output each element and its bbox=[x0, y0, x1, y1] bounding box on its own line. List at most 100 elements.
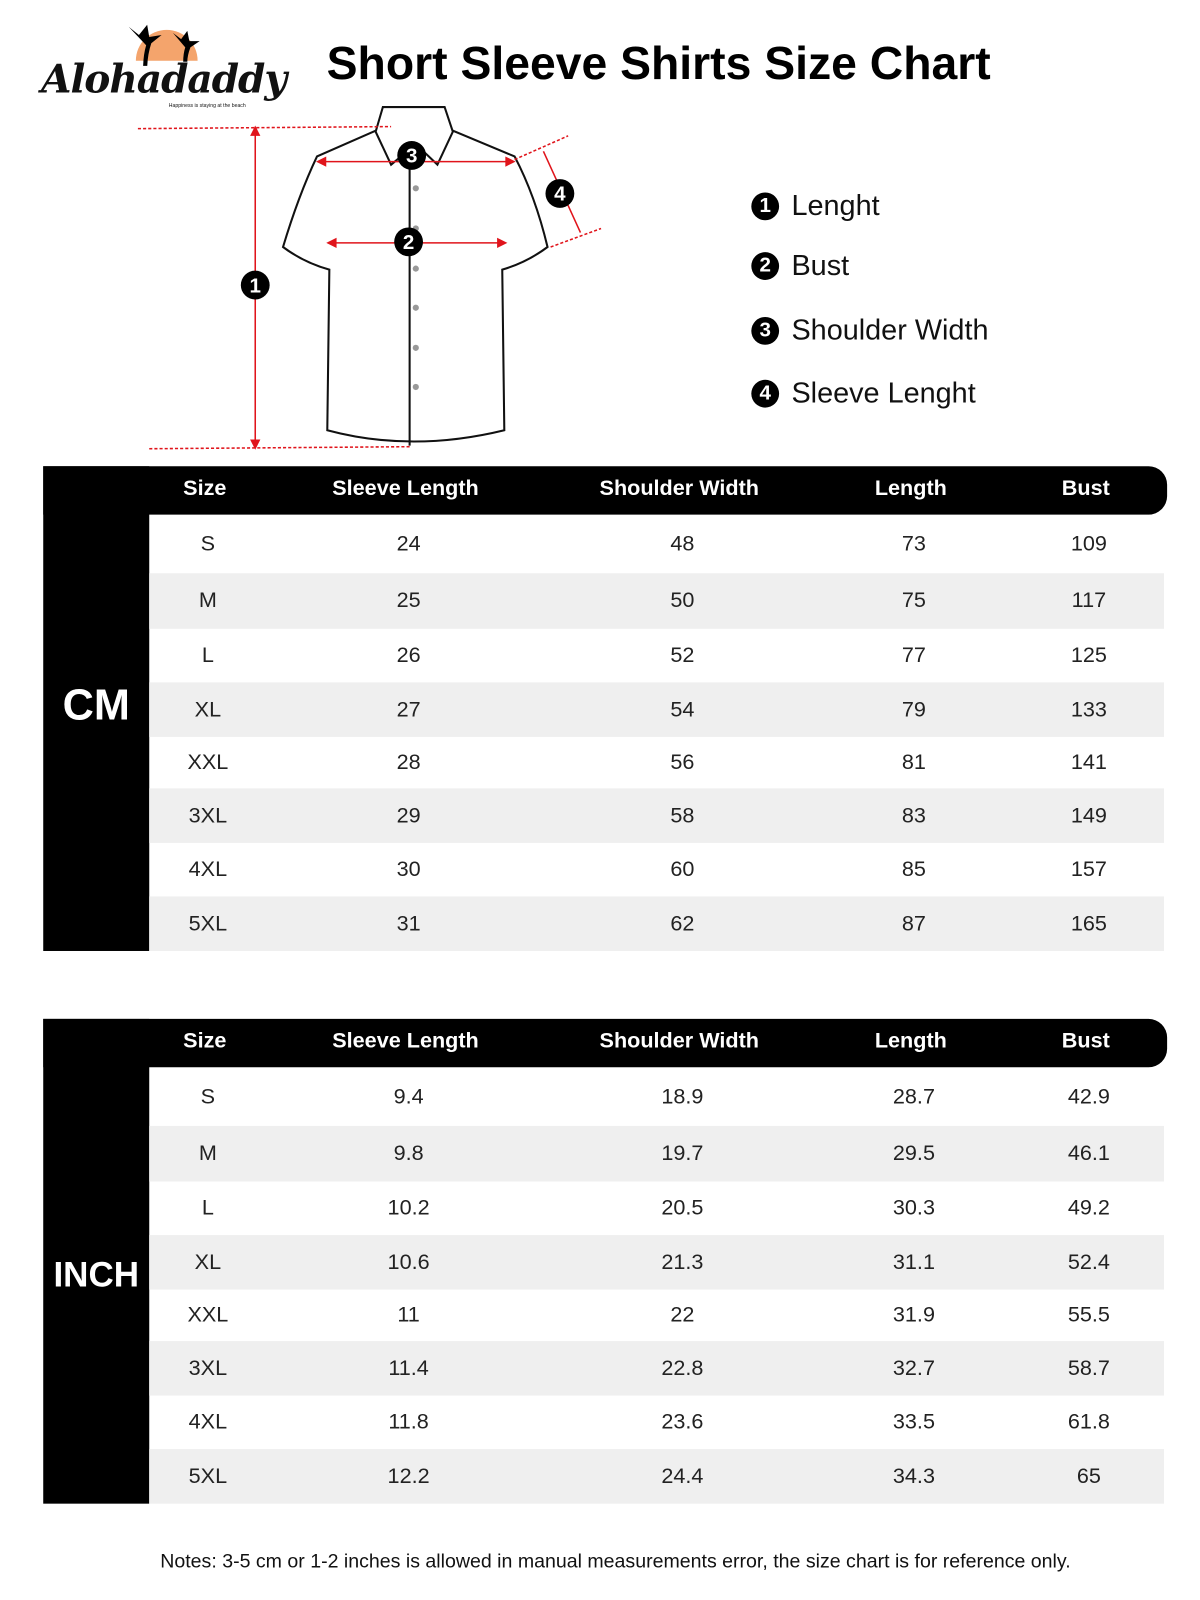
table-cell: 33.5 bbox=[892, 1410, 935, 1434]
table-cell: 157 bbox=[1070, 857, 1107, 881]
shirt-measurement-diagram: 1 2 3 4 bbox=[137, 106, 602, 450]
table-cell: 62 bbox=[670, 911, 695, 936]
legend-item-bust: 2 Bust bbox=[751, 249, 849, 282]
svg-text:2: 2 bbox=[403, 231, 414, 254]
table-row: 5XL 12.2 24.4 34.3 65 bbox=[149, 1449, 1165, 1504]
svg-text:1: 1 bbox=[250, 274, 261, 297]
table-cell: 85 bbox=[901, 857, 926, 881]
table-cell: 27 bbox=[396, 697, 421, 721]
table-cell: 11.8 bbox=[388, 1410, 429, 1434]
legend-item-length: 1 Lenght bbox=[751, 189, 880, 222]
table-cell: S bbox=[200, 531, 216, 556]
legend-label: Lenght bbox=[791, 189, 880, 222]
inch-size-table: INCH Size Sleeve Length Shoulder Width Leng… bbox=[43, 1018, 1168, 1504]
table-cell: 4XL bbox=[188, 857, 228, 881]
table-cell: 4XL bbox=[188, 1410, 228, 1434]
table-cell: 25 bbox=[396, 588, 421, 613]
table-cell: 60 bbox=[670, 857, 695, 881]
table-cell: 50 bbox=[670, 588, 695, 613]
table-cell: 58 bbox=[670, 803, 695, 827]
table-cell: 54 bbox=[670, 697, 695, 721]
table-cell: 133 bbox=[1070, 697, 1107, 721]
table-cell: 87 bbox=[901, 911, 926, 936]
table-cell: 42.9 bbox=[1067, 1084, 1110, 1108]
marker-2: 2 bbox=[394, 227, 424, 257]
table-cell: 52.4 bbox=[1067, 1249, 1110, 1274]
table-cell: L bbox=[201, 643, 214, 667]
table-cell: 125 bbox=[1070, 643, 1107, 667]
table-row: XL 10.6 21.3 31.1 52.4 bbox=[149, 1235, 1165, 1290]
table-cell: 75 bbox=[901, 588, 926, 613]
marker-1: 1 bbox=[240, 270, 270, 300]
table-row: XL 27 54 79 133 bbox=[149, 682, 1165, 737]
table-cell: 28.7 bbox=[892, 1084, 935, 1108]
table-cell: 31.1 bbox=[892, 1249, 935, 1274]
marker-4: 4 bbox=[545, 179, 575, 208]
table-cell: 49.2 bbox=[1067, 1195, 1110, 1220]
page-title: Short Sleeve Shirts Size Chart bbox=[326, 37, 991, 90]
table-row: 3XL 29 58 83 149 bbox=[149, 788, 1165, 843]
svg-text:3: 3 bbox=[406, 145, 417, 168]
table-cell: 23.6 bbox=[661, 1410, 704, 1434]
table-cell: 81 bbox=[901, 750, 926, 774]
number-2-icon: 2 bbox=[751, 251, 780, 280]
column-header: Sleeve Length bbox=[332, 1029, 479, 1053]
table-cell: M bbox=[198, 588, 217, 613]
table-cell: 3XL bbox=[188, 1355, 228, 1380]
cm-size-table: CM Size Sleeve Length Shoulder Width Length… bbox=[43, 466, 1168, 951]
legend-label: Shoulder Width bbox=[791, 313, 989, 346]
table-header: Size Sleeve Length Shoulder Width Length Bus… bbox=[43, 466, 1168, 515]
column-header: Length bbox=[874, 1029, 947, 1053]
table-cell: 10.2 bbox=[387, 1195, 430, 1220]
table-cell: 34.3 bbox=[892, 1464, 935, 1488]
table-cell: 24 bbox=[396, 531, 421, 556]
table-cell: 73 bbox=[901, 531, 926, 556]
table-cell: 24.4 bbox=[661, 1464, 704, 1488]
table-cell: 141 bbox=[1070, 750, 1107, 774]
table-row: 5XL 31 62 87 165 bbox=[149, 896, 1165, 951]
column-header: Bust bbox=[1061, 1029, 1110, 1053]
legend-label: Sleeve Lenght bbox=[791, 376, 976, 409]
table-cell: 9.8 bbox=[393, 1141, 424, 1166]
table-row: 4XL 11.8 23.6 33.5 61.8 bbox=[149, 1396, 1164, 1450]
table-cell: 79 bbox=[901, 697, 926, 721]
table-cell: 30.3 bbox=[892, 1195, 935, 1220]
table-cell: 32.7 bbox=[892, 1355, 935, 1380]
column-header: Size bbox=[183, 1029, 227, 1053]
brand-name: Alohadaddy bbox=[41, 55, 287, 102]
table-cell: 52 bbox=[670, 643, 695, 667]
table-cell: 149 bbox=[1070, 803, 1107, 827]
table-cell: S bbox=[200, 1084, 216, 1108]
table-cell: 77 bbox=[901, 643, 926, 667]
table-cell: 117 bbox=[1071, 588, 1107, 613]
table-row: 3XL 11.4 22.8 32.7 58.7 bbox=[149, 1341, 1165, 1396]
table-cell: 29.5 bbox=[892, 1141, 935, 1166]
palm-sunset-icon bbox=[128, 24, 200, 66]
table-cell: 30 bbox=[396, 857, 421, 881]
table-cell: 31 bbox=[396, 911, 421, 936]
table-cell: 83 bbox=[901, 803, 926, 827]
table-cell: XXL bbox=[187, 1302, 229, 1327]
column-header: Length bbox=[874, 476, 947, 501]
table-cell: 61.8 bbox=[1067, 1410, 1110, 1434]
table-cell: XXL bbox=[187, 750, 229, 774]
table-row: M 25 50 75 117 bbox=[149, 573, 1165, 629]
table-cell: 26 bbox=[396, 643, 421, 667]
table-cell: 55.5 bbox=[1067, 1302, 1110, 1327]
table-cell: 22 bbox=[670, 1302, 695, 1327]
legend-item-shoulder-width: 3 Shoulder Width bbox=[751, 314, 988, 347]
number-3-icon: 3 bbox=[751, 316, 780, 345]
table-cell: XL bbox=[194, 697, 222, 721]
table-cell: 46.1 bbox=[1067, 1141, 1110, 1166]
table-cell: 21.3 bbox=[661, 1249, 704, 1274]
table-row: XXL 11 22 31.9 55.5 bbox=[149, 1290, 1164, 1341]
table-row: L 10.2 20.5 30.3 49.2 bbox=[149, 1182, 1164, 1236]
unit-column bbox=[43, 466, 150, 951]
table-cell: 11.4 bbox=[388, 1355, 429, 1380]
notes-text: Notes: 3-5 cm or 1-2 inches is allowed i… bbox=[160, 1551, 1071, 1573]
table-cell: 5XL bbox=[188, 1464, 228, 1488]
table-cell: 18.9 bbox=[661, 1084, 704, 1108]
unit-column bbox=[43, 1018, 150, 1504]
table-cell: 20.5 bbox=[661, 1195, 704, 1220]
table-cell: 56 bbox=[670, 750, 695, 774]
